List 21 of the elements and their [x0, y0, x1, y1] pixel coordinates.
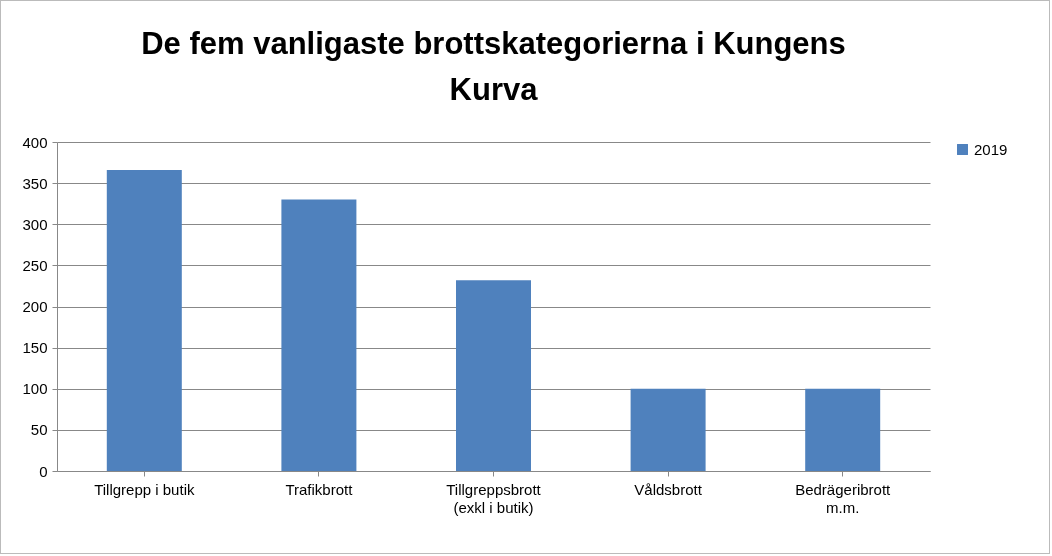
bar: [630, 388, 706, 471]
x-tick-label: Bedrägeribrott m.m.: [795, 480, 892, 516]
y-tick-label: 100: [22, 380, 48, 398]
y-tick-label: 350: [22, 174, 48, 192]
legend-label: 2019: [974, 140, 1008, 158]
y-tick-label: 400: [22, 133, 48, 151]
bar: [106, 169, 182, 471]
y-tick-label: 250: [22, 256, 48, 274]
bar: [281, 199, 357, 471]
y-tick-label: 300: [22, 215, 48, 233]
x-tick-label: Trafikbrott: [285, 480, 354, 498]
x-tick-label: Tillgrepp i butik: [94, 480, 195, 498]
y-tick-label: 50: [30, 421, 48, 439]
x-tick-label: Tillgreppsbrott (exkl i butik): [446, 480, 542, 516]
y-tick-label: 200: [22, 298, 48, 315]
y-tick-label: 150: [22, 339, 48, 357]
bar: [805, 388, 881, 471]
y-tick-label: 0: [39, 462, 48, 480]
chart-title: De fem vanligaste brottskategorierna i Kungens Kurva: [141, 26, 846, 107]
x-tick-label: Våldsbrott: [634, 480, 703, 498]
bar: [456, 280, 531, 471]
